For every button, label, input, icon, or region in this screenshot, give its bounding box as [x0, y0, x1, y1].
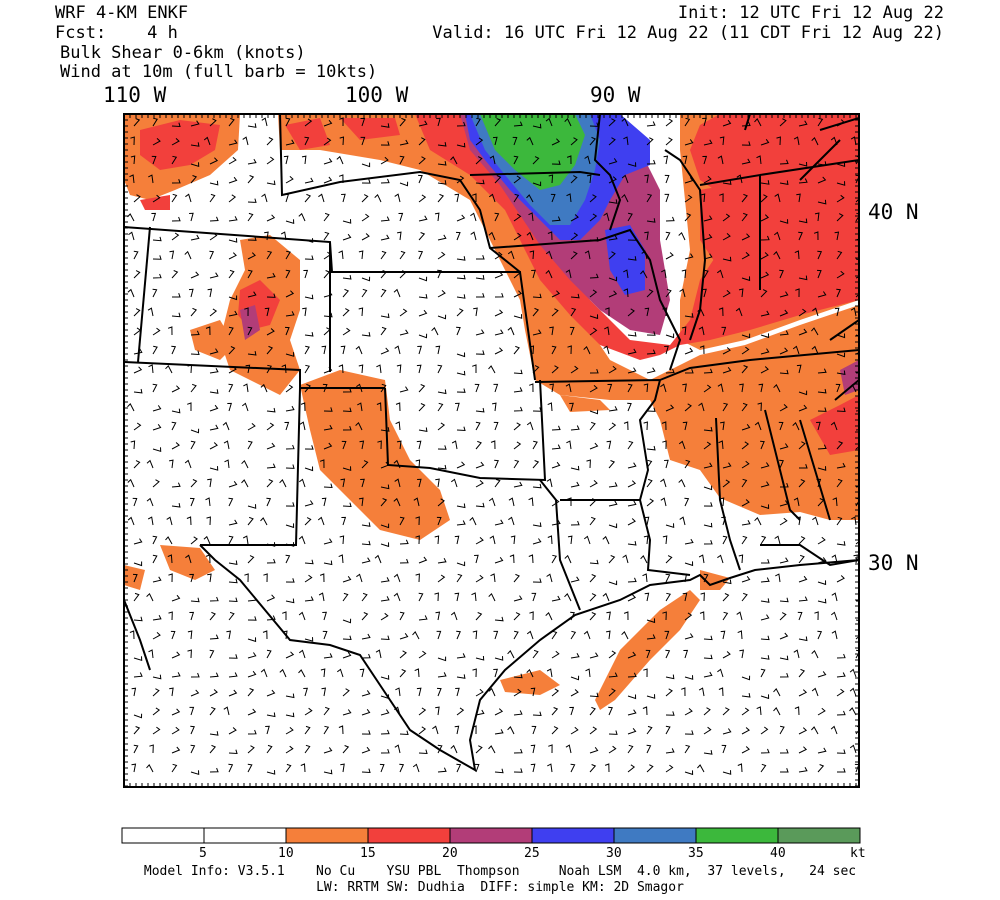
shear-40kt-region: [480, 114, 585, 190]
shear-colorbar: [121, 827, 861, 844]
forecast-hour: Fcst: 4 h: [55, 23, 178, 43]
colorbar-unit: kt: [850, 846, 866, 861]
colorbar-bin-0: [121, 827, 205, 844]
colorbar-label-30: 30: [606, 846, 622, 861]
colorbar-label-10: 10: [278, 846, 294, 861]
lon-label-100w: 100 W: [345, 83, 409, 107]
lat-label-40n: 40 N: [868, 200, 919, 224]
state-boundaries: [124, 114, 859, 772]
colorbar-bin-7: [695, 827, 779, 844]
field-title-shear: Bulk Shear 0-6km (knots): [60, 43, 306, 63]
colorbar-label-15: 15: [360, 846, 376, 861]
colorbar-label-5: 5: [199, 846, 207, 861]
colorbar-label-40: 40: [770, 846, 786, 861]
wind-barbs: [127, 117, 859, 776]
colorbar-bin-6: [613, 827, 697, 844]
colorbar-bin-8: [777, 827, 861, 844]
colorbar-label-25: 25: [524, 846, 540, 861]
colorbar-bin-1: [203, 827, 287, 844]
valid-time: Valid: 16 UTC Fri 12 Aug 22 (11 CDT Fri …: [432, 23, 944, 43]
colorbar-bin-4: [449, 827, 533, 844]
model-info: Model Info: V3.5.1 No Cu YSU PBL Thompso…: [143, 864, 857, 879]
physics-info: LW: RRTM SW: Dudhia DIFF: simple KM: 2D …: [316, 880, 684, 895]
colorbar-label-35: 35: [688, 846, 704, 861]
shear-field: [124, 114, 859, 776]
lon-label-90w: 90 W: [590, 83, 641, 107]
colorbar-bin-3: [367, 827, 451, 844]
field-title-wind: Wind at 10m (full barb = 10kts): [60, 62, 378, 82]
lon-label-110w: 110 W: [103, 83, 167, 107]
colorbar-label-20: 20: [442, 846, 458, 861]
model-name: WRF 4-KM ENKF: [55, 3, 189, 23]
frame-ticks: [123, 113, 859, 787]
init-time: Init: 12 UTC Fri 12 Aug 22: [677, 3, 944, 23]
colorbar-bin-5: [531, 827, 615, 844]
colorbar-bin-2: [285, 827, 369, 844]
lat-label-30n: 30 N: [868, 551, 919, 575]
